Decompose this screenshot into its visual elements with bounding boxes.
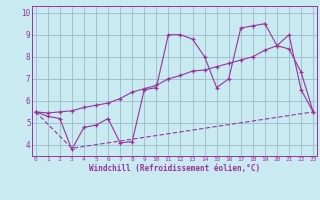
X-axis label: Windchill (Refroidissement éolien,°C): Windchill (Refroidissement éolien,°C) bbox=[89, 164, 260, 173]
